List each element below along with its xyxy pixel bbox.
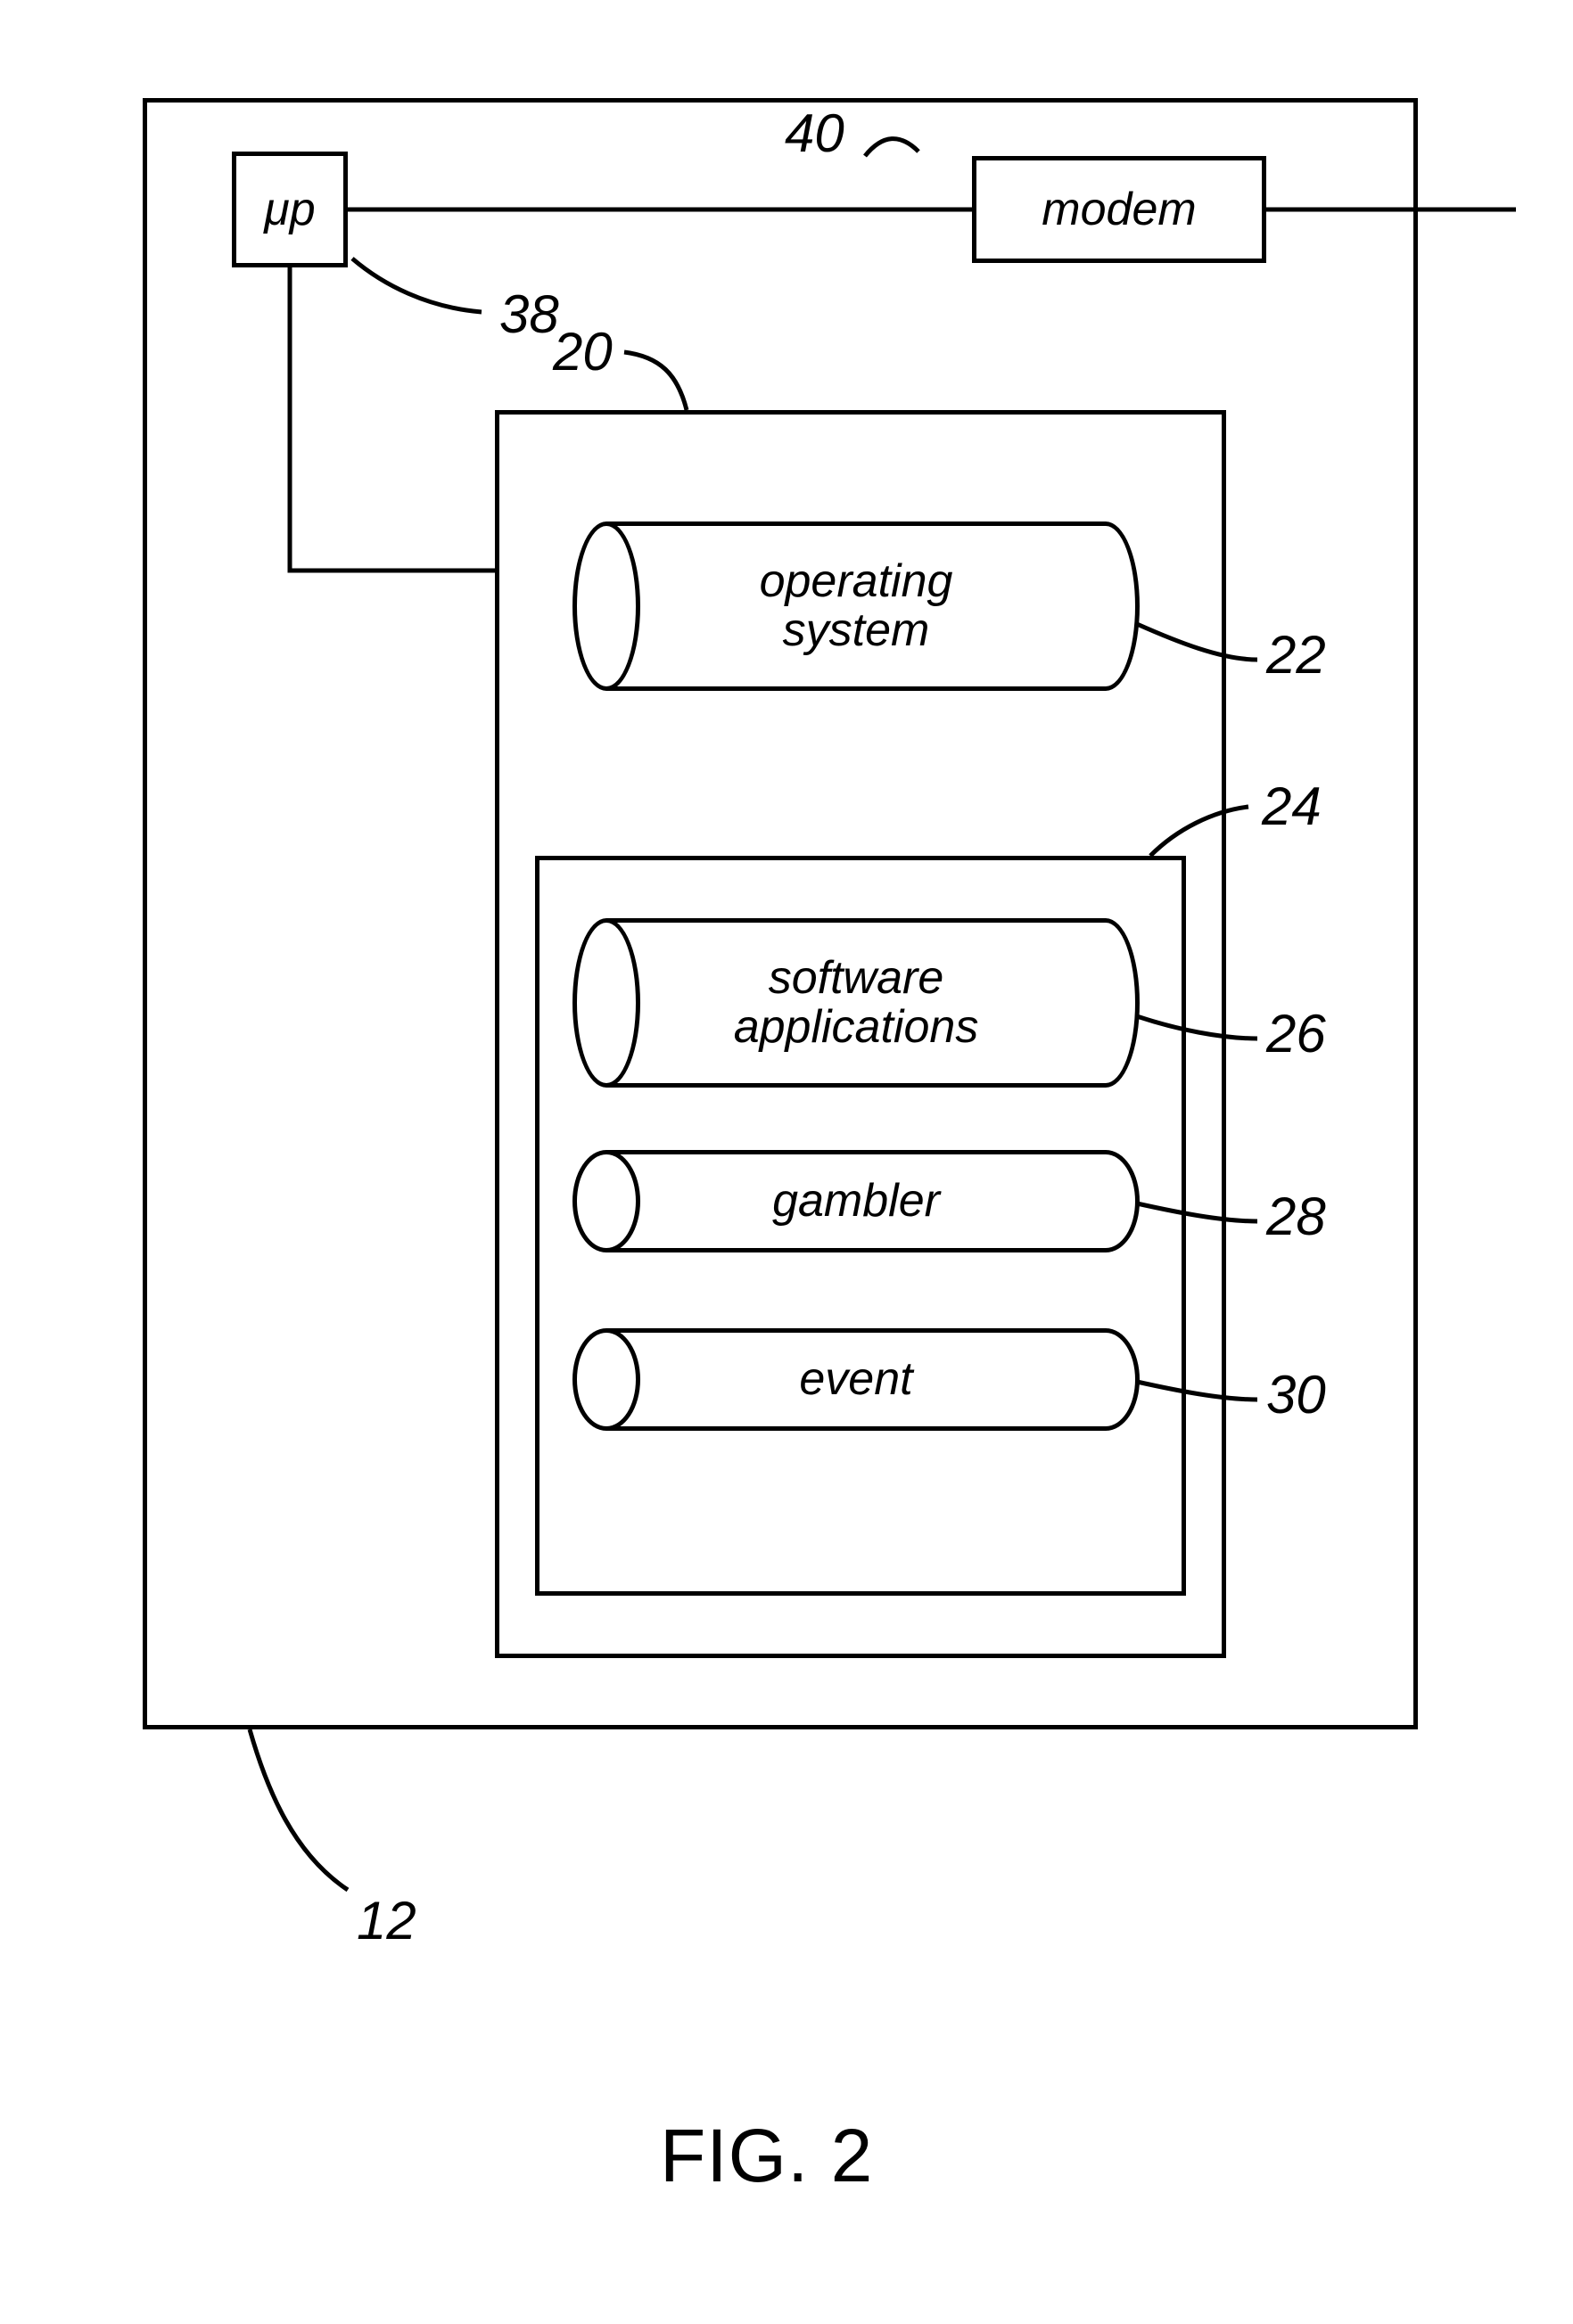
apps-label: software applications: [606, 954, 1106, 1051]
figure-caption: FIG. 2: [660, 2113, 873, 2199]
modem-label: modem: [1042, 183, 1196, 236]
ref-12: 12: [357, 1890, 416, 1951]
leader-12: [250, 1729, 348, 1890]
ref-26: 26: [1266, 1003, 1326, 1064]
cylinder-gambler: gambler: [606, 1150, 1106, 1252]
modem-box: modem: [972, 156, 1266, 263]
gambler-label: gambler: [606, 1177, 1106, 1226]
ref-20: 20: [553, 321, 613, 382]
event-label: event: [606, 1355, 1106, 1404]
cylinder-event: event: [606, 1328, 1106, 1431]
ref-22: 22: [1266, 624, 1326, 686]
os-label: operating system: [606, 557, 1106, 654]
ref-24: 24: [1262, 776, 1322, 837]
ref-30: 30: [1266, 1364, 1326, 1425]
ref-40: 40: [785, 103, 844, 164]
ref-38: 38: [499, 283, 559, 345]
ref-28: 28: [1266, 1186, 1326, 1247]
cylinder-os: operating system: [606, 521, 1106, 691]
cpu-label: μp: [264, 183, 315, 236]
cylinder-apps: software applications: [606, 918, 1106, 1088]
cpu-box: μp: [232, 152, 348, 267]
figure-canvas: { "figure_label": "FIG. 2", "stroke_colo…: [0, 0, 1573, 2324]
